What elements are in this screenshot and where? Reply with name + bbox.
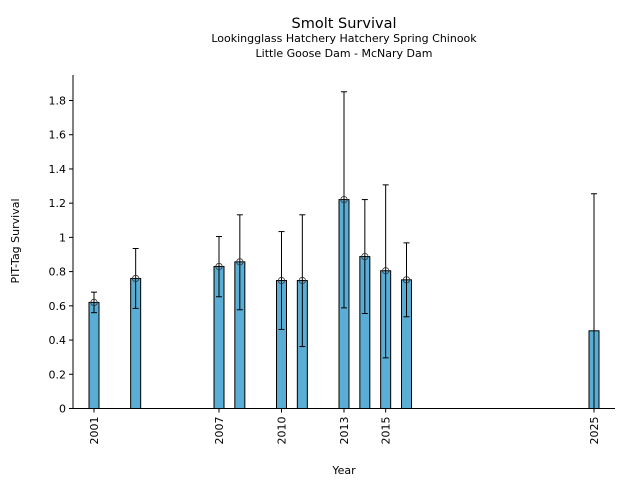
y-tick-label: 0.6: [49, 300, 67, 313]
point-marker-2016: [402, 276, 411, 284]
bar-2001: [88, 301, 100, 409]
y-axis-label: PIT-Tag Survival: [9, 198, 22, 283]
x-tick-label: 2025: [588, 417, 601, 445]
y-tick-label: 1: [59, 231, 66, 244]
x-tick-label: 2001: [88, 417, 101, 445]
point-marker-2013: [340, 195, 348, 204]
point-marker-2003: [132, 274, 140, 283]
x-tick-label: 2007: [213, 417, 226, 445]
x-tick-label: 2013: [338, 417, 351, 445]
point-marker-2015: [382, 267, 390, 275]
point-marker-2011: [298, 276, 306, 285]
point-marker-2014: [361, 252, 369, 261]
y-tick-label: 0: [59, 403, 66, 416]
chart-subtitle-2: Little Goose Dam - McNary Dam: [256, 47, 433, 60]
y-tick-label: 0.2: [49, 368, 67, 381]
x-axis-label: Year: [331, 464, 356, 477]
y-tick-label: 1.6: [49, 129, 67, 142]
x-tick-label: 2015: [380, 417, 393, 445]
y-tick-label: 0.4: [49, 334, 67, 347]
point-marker-2008: [236, 258, 244, 266]
point-marker-2010: [277, 276, 286, 285]
chart-subtitle-1: Lookingglass Hatchery Hatchery Spring Ch…: [211, 32, 477, 45]
error-bars-group: [90, 91, 597, 409]
y-ticks-group: 0 0.2 0.4 0.6 0.8 1 1.2 1.4 1.6 1.8: [49, 95, 73, 416]
y-tick-label: 1.2: [49, 197, 67, 210]
y-tick-label: 0.8: [49, 266, 67, 279]
point-marker-2001: [90, 298, 98, 307]
point-marker-2007: [215, 262, 223, 271]
y-tick-label: 1.4: [49, 163, 67, 176]
x-tick-label: 2010: [276, 417, 289, 445]
x-ticks-group: 2001 2007 2010 2013 2015 2025: [88, 408, 601, 445]
y-tick-label: 1.8: [49, 95, 67, 108]
chart-title: Smolt Survival: [292, 16, 397, 32]
